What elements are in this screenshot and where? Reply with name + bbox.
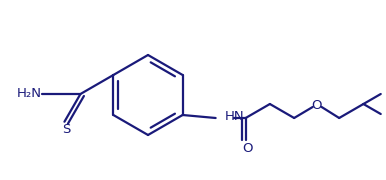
Text: O: O: [242, 141, 253, 154]
Text: HN: HN: [225, 111, 244, 123]
Text: O: O: [312, 98, 322, 111]
Text: S: S: [62, 123, 71, 136]
Text: H₂N: H₂N: [17, 87, 42, 100]
